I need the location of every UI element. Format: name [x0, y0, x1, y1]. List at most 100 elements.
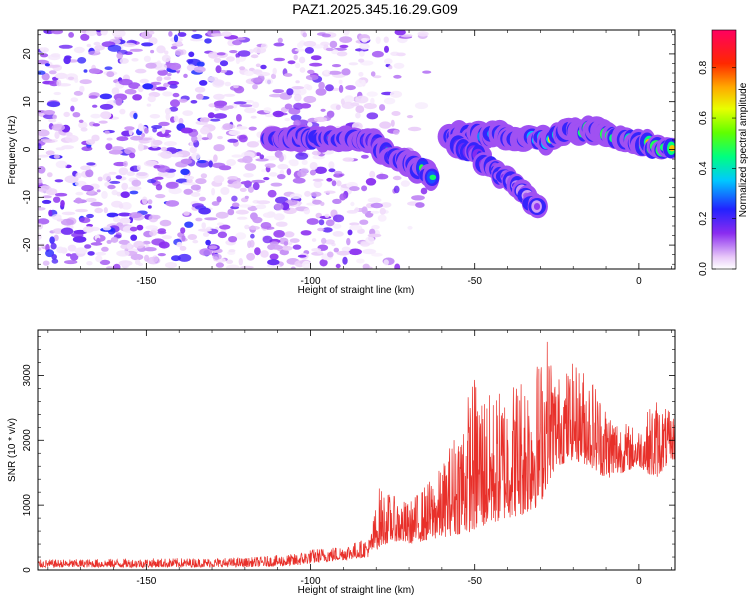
spectrogram-noise-blob: [143, 160, 158, 167]
spectrogram-noise-blob: [400, 33, 413, 38]
spectrogram-noise-blob: [104, 66, 113, 70]
spectrogram-noise-blob: [111, 87, 120, 95]
spectrogram-noise-blob: [132, 94, 143, 101]
spectrogram-noise-blob: [284, 117, 291, 122]
spectrogram-noise-blob: [272, 67, 277, 75]
spectrogram-noise-blob: [118, 203, 124, 209]
spectrogram-noise-blob: [260, 64, 267, 70]
spectrogram-noise-blob: [240, 181, 253, 185]
spectrogram-noise-blob: [38, 135, 42, 140]
spectrogram-noise-blob: [361, 154, 369, 159]
spectrogram-noise-blob: [73, 46, 85, 54]
spectrogram-noise-blob: [266, 211, 276, 217]
spectrogram-noise-blob: [168, 31, 173, 37]
spectrogram-noise-blob: [226, 264, 240, 269]
spectrogram-noise-blob: [367, 233, 382, 238]
spectrogram-noise-blob: [184, 175, 195, 180]
spectrogram-noise-blob: [339, 193, 347, 201]
spectrogram-noise-blob: [375, 36, 381, 44]
spectrogram-noise-blob: [165, 262, 177, 269]
spectrogram-noise-blob: [190, 100, 198, 104]
spectrogram-noise-blob: [303, 40, 317, 47]
spectrogram-noise-blob: [41, 199, 52, 204]
spectrogram-x-tick-label: -50: [467, 276, 482, 287]
spectrogram-x-tick-label: 0: [636, 276, 642, 287]
spectrogram-noise-blob: [277, 163, 289, 170]
spectrogram-noise-blob: [178, 117, 184, 125]
spectrogram-noise-blob: [355, 79, 365, 88]
spectrogram-noise-blob: [325, 47, 334, 52]
spectrogram-noise-blob: [156, 45, 166, 54]
snr-x-tick-label: -50: [467, 576, 482, 587]
spectrogram-noise-blob: [94, 45, 105, 51]
spectrogram-noise-blob: [188, 51, 195, 58]
spectrogram-noise-blob: [407, 126, 422, 132]
spectrogram-noise-blob: [147, 199, 153, 205]
spectrogram-noise-blob: [311, 150, 321, 156]
spectrogram-noise-blob: [168, 187, 182, 195]
spectrogram-noise-blob: [383, 36, 389, 43]
spectrogram-noise-blob: [321, 33, 331, 38]
spectrogram-noise-blob: [115, 97, 123, 106]
spectrogram-noise-blob: [312, 199, 323, 205]
spectrogram-noise-blob: [309, 162, 318, 170]
spectrogram-noise-blob: [274, 203, 284, 211]
spectrogram-noise-blob: [68, 32, 74, 38]
spectrogram-noise-blob: [81, 146, 93, 152]
spectrogram-noise-blob: [270, 182, 283, 187]
spectrogram-noise-blob: [211, 201, 220, 206]
spectrogram-noise-blob: [165, 181, 179, 189]
spectrogram-noise-blob: [311, 248, 322, 252]
spectrogram-noise-blob: [269, 241, 279, 246]
spectrogram-noise-blob: [130, 234, 138, 241]
spectrogram-noise-blob: [116, 191, 122, 197]
spectrogram-noise-blob: [106, 137, 113, 141]
spectrogram-noise-blob: [129, 152, 136, 159]
spectrogram-noise-blob: [310, 191, 322, 197]
spectrogram-noise-blob: [160, 150, 173, 159]
spectrogram-noise-blob: [322, 227, 333, 233]
spectrogram-noise-blob: [290, 114, 302, 122]
spectrogram-noise-blob: [85, 139, 96, 146]
spectrogram-noise-blob: [131, 179, 142, 187]
spectrogram-noise-blob: [52, 228, 64, 235]
spectrogram-noise-blob: [329, 40, 338, 49]
spectrogram-noise-blob: [165, 112, 171, 121]
spectrogram-noise-blob: [287, 60, 296, 65]
spectrogram-noise-blob: [119, 58, 129, 64]
spectrogram-y-ticks: -20 -10 0 10 20: [22, 34, 675, 265]
spectrogram-noise-blob: [303, 208, 311, 215]
spectrogram-noise-blob: [110, 236, 119, 243]
spectrogram-noise-blob: [336, 180, 342, 187]
spectrogram-noise-blob: [64, 175, 79, 184]
spectrogram-noise-blob: [295, 80, 300, 84]
snr-x-tick-label: 0: [636, 576, 642, 587]
spectrogram-noise-blob: [91, 134, 100, 142]
spectrogram-noise-blob: [248, 49, 254, 54]
spectrogram-noise-blob: [199, 126, 210, 135]
spectrogram-noise-blob: [151, 125, 163, 129]
spectrogram-noise-blob: [204, 217, 218, 221]
spectrogram-noise-blob: [238, 204, 252, 208]
colorbar-tick-label: 0.0: [698, 262, 709, 276]
spectrogram-noise-blob: [355, 95, 369, 104]
spectrogram-noise-blob: [51, 254, 57, 260]
spectrogram-noise-blob: [236, 216, 248, 220]
spectrogram-noise-blob: [121, 182, 129, 191]
spectrogram-noise-blob: [121, 202, 132, 210]
spectrogram-noise-blob: [177, 253, 192, 262]
spectrogram-y-tick-label: 10: [22, 96, 33, 108]
spectrogram-noise-blob: [54, 131, 60, 140]
spectrogram-noise-blob: [51, 258, 59, 264]
snr-y-label: SNR (10 * v/v): [7, 418, 18, 482]
spectrogram-noise-blob: [298, 56, 306, 64]
spectrogram-noise-blob: [45, 150, 55, 156]
spectrogram-noise-blob: [422, 70, 432, 74]
spectrogram-noise-blob: [96, 189, 101, 193]
spectrogram-noise-blob: [90, 113, 101, 119]
spectrogram-noise-blob: [256, 71, 271, 77]
spectrogram-noise-blob: [38, 223, 44, 230]
spectrogram-noise-blob: [379, 104, 386, 111]
spectrogram-noise-blob: [63, 260, 78, 265]
